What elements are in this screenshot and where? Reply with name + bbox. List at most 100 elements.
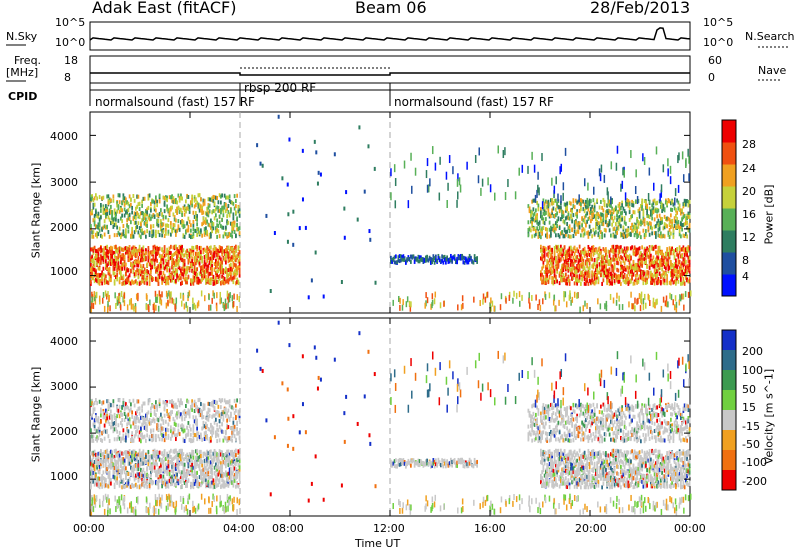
power-cell <box>187 206 190 211</box>
power-cell <box>90 211 92 216</box>
velocity-cell <box>101 452 103 457</box>
velocity-cell <box>190 485 192 490</box>
velocity-cell <box>177 457 180 462</box>
velocity-cell <box>96 418 98 423</box>
power-cell <box>177 263 180 268</box>
power-cell <box>216 223 218 228</box>
velocity-cell <box>222 417 225 422</box>
velocity-cell <box>131 435 133 440</box>
velocity-cell <box>218 413 221 418</box>
velocity-cell <box>211 414 213 419</box>
power-cell <box>100 202 102 207</box>
velocity-cell <box>167 464 170 469</box>
power-cell <box>177 258 180 263</box>
power-cell <box>133 263 136 268</box>
power-cell <box>131 234 133 239</box>
velocity-cell <box>112 424 115 429</box>
velocity-cell <box>172 416 175 421</box>
power-cell <box>216 205 218 210</box>
velocity-cell <box>177 481 180 486</box>
power-cell <box>190 278 192 283</box>
power-cell <box>232 223 235 228</box>
velocity-cell <box>228 436 231 441</box>
velocity-cell <box>178 462 181 467</box>
power-cell <box>398 254 401 259</box>
power-cell <box>222 225 225 230</box>
velocity-cell <box>192 478 195 483</box>
velocity-cell <box>147 410 150 415</box>
velocity-cell <box>205 452 207 457</box>
velocity-cell <box>185 433 187 438</box>
power-cell <box>211 277 213 282</box>
velocity-cell <box>93 449 96 454</box>
velocity-cell <box>193 419 196 424</box>
velocity-cell <box>208 402 211 407</box>
velocity-cell <box>121 457 123 462</box>
power-cell <box>150 208 152 213</box>
velocity-cell <box>238 462 241 467</box>
velocity-cell <box>200 483 202 488</box>
power-cell <box>221 207 223 212</box>
velocity-cell <box>568 485 571 490</box>
velocity-cell <box>133 449 136 454</box>
velocity-cell <box>158 474 161 479</box>
velocity-cell <box>137 459 140 464</box>
power-cell <box>127 275 130 280</box>
power-cell <box>211 196 213 201</box>
power-cell <box>108 249 111 254</box>
power-cell <box>97 211 100 216</box>
power-cell <box>91 266 93 271</box>
velocity-cell <box>181 461 183 466</box>
velocity-cell <box>215 417 217 422</box>
velocity-cell <box>226 411 228 416</box>
power-cell <box>157 230 160 235</box>
power-cell <box>218 193 221 198</box>
velocity-cell <box>132 469 135 474</box>
power-cell <box>151 258 153 263</box>
velocity-cell <box>192 438 195 443</box>
velocity-cell <box>140 475 142 480</box>
power-cell <box>97 280 100 285</box>
power-cell <box>147 215 150 220</box>
power-cell <box>213 195 216 200</box>
power-cell <box>182 205 185 210</box>
power-cell <box>148 230 151 235</box>
power-cell <box>211 271 213 276</box>
velocity-cell <box>215 484 217 489</box>
power-cell <box>180 220 182 225</box>
velocity-cell <box>92 402 95 407</box>
velocity-cell <box>195 407 197 412</box>
power-cell <box>215 271 217 276</box>
velocity-cell <box>195 475 197 480</box>
power-cell <box>141 231 143 236</box>
power-cell <box>202 276 205 281</box>
power-cell <box>155 246 157 251</box>
velocity-cell <box>91 462 93 467</box>
power-cell <box>183 258 186 263</box>
power-cell <box>173 215 176 220</box>
velocity-cell <box>220 461 222 466</box>
velocity-cell <box>141 435 143 440</box>
velocity-cell <box>207 467 210 472</box>
power-cell <box>120 216 122 221</box>
power-cell <box>188 219 191 224</box>
velocity-cell <box>190 456 192 461</box>
power-cell <box>183 268 186 273</box>
power-cell <box>232 275 235 280</box>
velocity-cell <box>206 481 208 486</box>
velocity-cell <box>183 408 186 413</box>
velocity-cell <box>162 400 165 405</box>
velocity-cell <box>162 419 165 424</box>
power-cell <box>143 272 146 277</box>
power-cell <box>208 280 211 285</box>
nsearch-tick-top: 10^5 <box>703 16 734 29</box>
power-cell <box>208 260 211 265</box>
power-cell <box>192 248 195 253</box>
velocity-cell <box>130 402 132 407</box>
power-cell <box>237 259 240 264</box>
power-cell <box>223 252 226 257</box>
power-cell <box>157 275 160 280</box>
power-cell <box>206 229 208 234</box>
velocity-cell <box>181 427 183 432</box>
velocity-cell <box>153 465 156 470</box>
